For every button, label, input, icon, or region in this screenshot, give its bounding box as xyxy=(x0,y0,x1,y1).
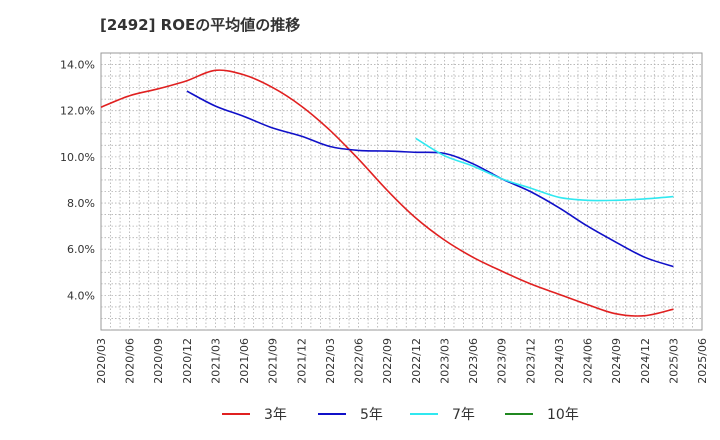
x-tick-label: 2023/03 xyxy=(438,338,451,384)
legend-label-3: 7年 xyxy=(452,407,475,423)
x-tick-label: 2023/09 xyxy=(496,338,509,384)
legend-label-2: 5年 xyxy=(360,407,383,423)
x-tick-label: 2020/03 xyxy=(95,338,108,384)
x-tick-label: 2023/06 xyxy=(467,338,480,384)
x-tick-label: 2024/09 xyxy=(610,338,623,384)
plot-area xyxy=(100,52,703,331)
legend-label-4: 10年 xyxy=(547,407,579,423)
x-tick-label: 2025/03 xyxy=(667,338,680,384)
x-tick-label: 2023/12 xyxy=(524,338,537,384)
y-tick-label: 8.0% xyxy=(67,197,95,210)
x-tick-label: 2021/06 xyxy=(238,338,251,384)
series-line-2 xyxy=(186,90,674,268)
chart-title: [2492] ROEの平均値の推移 xyxy=(100,16,301,34)
series-line-3 xyxy=(415,137,674,202)
y-tick-label: 4.0% xyxy=(67,289,95,302)
y-tick-label: 12.0% xyxy=(60,105,95,118)
x-tick-label: 2022/03 xyxy=(324,338,337,384)
x-tick-label: 2024/12 xyxy=(639,338,652,384)
y-tick-label: 14.0% xyxy=(60,59,95,72)
x-tick-label: 2024/06 xyxy=(582,338,595,384)
x-tick-label: 2020/06 xyxy=(124,338,137,384)
x-tick-label: 2021/12 xyxy=(295,338,308,384)
series-line-1 xyxy=(100,69,674,317)
x-tick-label: 2020/09 xyxy=(152,338,165,384)
x-tick-label: 2024/03 xyxy=(553,338,566,384)
x-tick-label: 2022/09 xyxy=(381,338,394,384)
legend-label-1: 3年 xyxy=(264,407,287,423)
x-tick-label: 2020/12 xyxy=(181,338,194,384)
x-tick-label: 2025/06 xyxy=(696,338,709,384)
y-tick-label: 10.0% xyxy=(60,151,95,164)
x-tick-label: 2021/09 xyxy=(267,338,280,384)
y-tick-label: 6.0% xyxy=(67,243,95,256)
x-tick-label: 2022/12 xyxy=(410,338,423,384)
x-tick-label: 2021/03 xyxy=(209,338,222,384)
x-tick-label: 2022/06 xyxy=(353,338,366,384)
